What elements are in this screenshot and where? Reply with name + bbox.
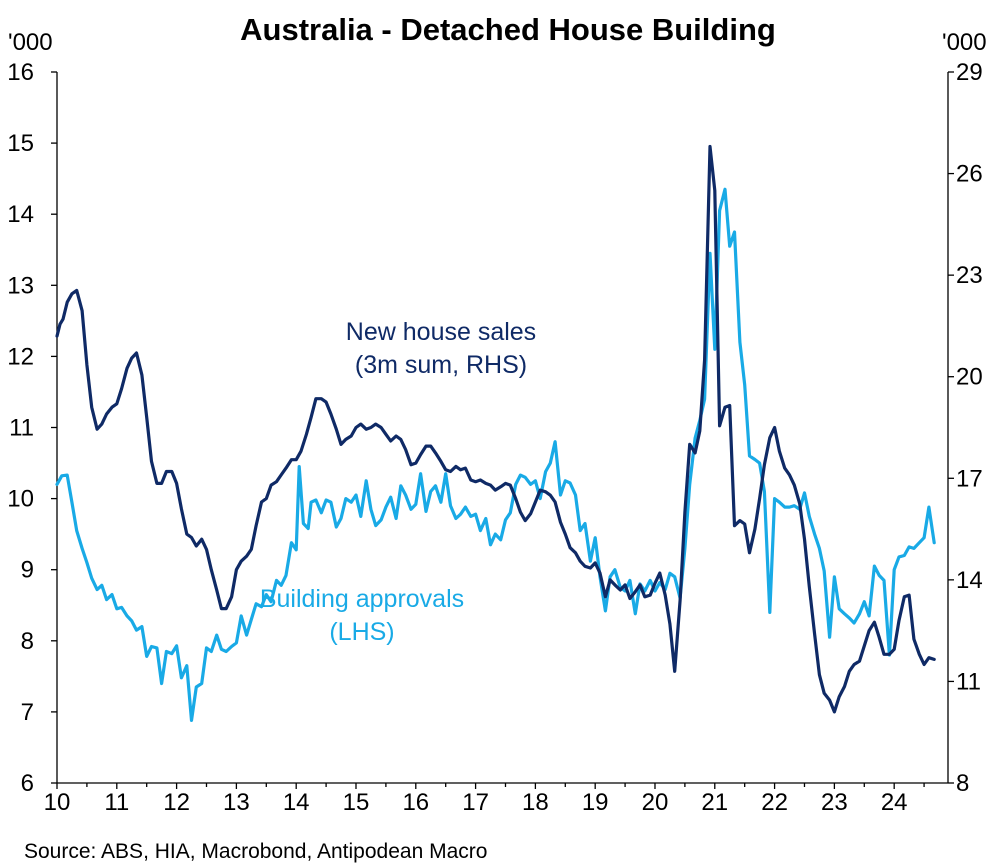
x-tick-label: 15 — [343, 789, 370, 816]
right-tick-label: 8 — [956, 770, 969, 797]
approvals-annotation-line-1: Building approvals — [260, 585, 464, 613]
x-tick-label: 24 — [881, 789, 908, 816]
x-tick-label: 20 — [642, 789, 669, 816]
x-tick-label: 21 — [701, 789, 728, 816]
series-layer — [55, 144, 936, 722]
left-tick-label: 13 — [7, 272, 34, 299]
x-tick-label: 11 — [104, 789, 129, 816]
right-tick-label: 11 — [956, 668, 981, 695]
right-tick-label: 14 — [956, 567, 983, 594]
right-tick-label: 17 — [956, 465, 983, 492]
axes: 6 7 8 9 10 11 12 13 14 15 16 8 11 14 17 20 23 26 29 10 11 12 1… — [7, 59, 982, 816]
x-tick-label: 10 — [44, 789, 71, 816]
x-tick-label: 19 — [582, 789, 609, 816]
x-tick-label: 17 — [462, 789, 489, 816]
approvals-annotation-line-2: (LHS) — [329, 618, 394, 646]
x-tick-label: 12 — [163, 789, 190, 816]
sales-annotation-line-2: (3m sum, RHS) — [355, 351, 527, 379]
left-tick-label: 12 — [7, 343, 34, 370]
right-axis-unit: '000 — [942, 29, 987, 56]
x-tick-label: 23 — [821, 789, 848, 816]
left-tick-label: 6 — [21, 770, 34, 797]
left-tick-label: 15 — [7, 130, 34, 157]
x-tick-label: 16 — [402, 789, 429, 816]
series-line-building-approvals — [55, 187, 936, 722]
chart-title: Australia - Detached House Building — [240, 12, 776, 47]
left-tick-label: 10 — [7, 486, 34, 513]
series-line-new-house-sales — [55, 144, 936, 714]
right-tick-label: 26 — [956, 161, 983, 188]
sales-annotation-line-1: New house sales — [346, 318, 536, 346]
left-axis-unit: '000 — [8, 29, 53, 56]
left-tick-label: 14 — [7, 201, 34, 228]
right-tick-label: 29 — [956, 59, 983, 86]
left-tick-label: 16 — [7, 59, 34, 86]
left-tick-label: 7 — [21, 699, 34, 726]
x-tick-label: 22 — [761, 789, 788, 816]
left-tick-label: 11 — [9, 415, 34, 442]
left-tick-label: 8 — [21, 628, 34, 655]
x-tick-label: 13 — [223, 789, 250, 816]
x-tick-label: 14 — [283, 789, 310, 816]
source-note: Source: ABS, HIA, Macrobond, Antipodean … — [24, 840, 487, 863]
right-tick-label: 23 — [956, 262, 983, 289]
right-tick-label: 20 — [956, 364, 983, 391]
x-tick-label: 18 — [522, 789, 549, 816]
left-tick-label: 9 — [21, 557, 34, 584]
